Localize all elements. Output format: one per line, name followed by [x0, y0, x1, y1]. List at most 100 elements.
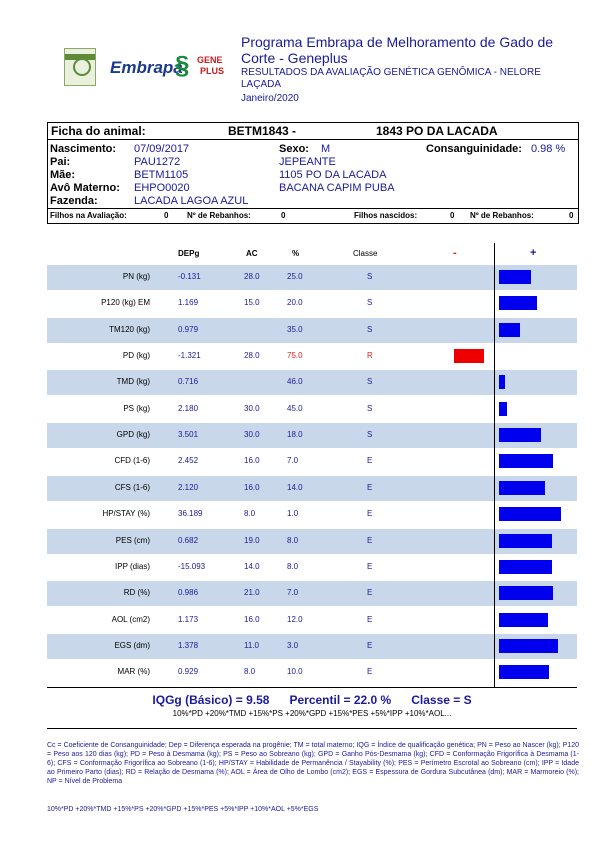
fazenda-label: Fazenda:: [50, 195, 98, 207]
table-row: RD (%) 0.986 21.0 7.0 E: [47, 581, 577, 607]
negative-dep-bar: [454, 349, 484, 364]
trait-name: RD (%): [123, 588, 150, 598]
filhos-avaliacao-value: 0: [164, 211, 169, 220]
positive-dep-bar: [499, 296, 537, 311]
classe-value: R: [367, 351, 373, 361]
header-minus: -: [453, 247, 457, 259]
dep-table: PN (kg) -0.131 28.0 25.0 S P120 (kg) EM 1.169 1…: [47, 243, 577, 687]
filhos-nascidos-value: 0: [450, 211, 455, 220]
classe-value: S: [367, 272, 373, 281]
classe-value: Classe = S: [411, 693, 472, 707]
consanguinidade-value: 0.98 %: [531, 143, 566, 155]
table-row: GPD (kg) 3.501 30.0 18.0 S: [47, 423, 577, 449]
report-title: Programa Embrapa de Melhoramento de Gado…: [241, 34, 554, 66]
table-row: CFS (1-6) 2.120 16.0 14.0 E: [47, 475, 577, 501]
ac-value: 16.0: [244, 614, 260, 624]
classe-value: E: [367, 482, 373, 492]
header-ac: AC: [246, 249, 258, 258]
dep-value: 0.979: [178, 324, 199, 334]
animal-name: 1843 PO DA LACADA: [376, 124, 498, 138]
positive-dep-bar: [499, 533, 552, 548]
classe-value: S: [367, 298, 373, 308]
summary-line: IQGg (Básico) = 9.58 Percentil = 22.0 % …: [47, 693, 577, 707]
table-row: AOL (cm2) 1.173 16.0 12.0 E: [47, 608, 577, 633]
classe-value: S: [367, 377, 373, 387]
positive-dep-bar: [499, 480, 545, 495]
table-row: PD (kg) -1.321 28.0 75.0 R: [47, 344, 577, 369]
dep-value: -15.093: [178, 561, 206, 571]
dep-value: 2.452: [178, 456, 199, 466]
animal-id: BETM1843 -: [228, 124, 297, 138]
pct-value: 12.0: [287, 614, 303, 624]
pct-value: 7.0: [287, 456, 299, 466]
positive-dep-bar: [499, 559, 552, 574]
ac-value: 11.0: [244, 640, 259, 650]
sexo-label: Sexo:: [279, 143, 309, 155]
classe-value: E: [367, 614, 373, 624]
trait-name: PN (kg): [122, 272, 150, 281]
ac-value: 14.0: [244, 561, 260, 571]
nascimento-value: 07/09/2017: [134, 143, 190, 155]
pct-value: 3.0: [287, 640, 299, 650]
dep-value: 0.929: [178, 667, 199, 677]
rebanhos-2-value: 0: [569, 211, 574, 220]
classe-value: E: [367, 456, 373, 466]
classe-value: S: [367, 324, 373, 334]
trait-name: P120 (kg) EM: [101, 298, 150, 308]
table-header: DEPg AC % Classe - +: [47, 246, 577, 264]
report-date: Janeiro/2020: [241, 93, 299, 104]
dep-value: 0.716: [178, 377, 199, 387]
positive-dep-bar: [499, 270, 531, 284]
classe-value: S: [367, 430, 373, 440]
pct-value: 14.0: [287, 482, 303, 492]
ficha-label: Ficha do animal:: [51, 124, 146, 138]
pai-id: PAU1272: [134, 156, 181, 168]
dep-value: 36.189: [178, 509, 203, 519]
header-dep: DEPg: [178, 249, 200, 258]
sexo-value: M: [321, 143, 331, 155]
mae-id: BETM1105: [134, 169, 189, 181]
table-row: HP/STAY (%) 36.189 8.0 1.0 E: [47, 502, 577, 527]
geneplus-logo-top: GENE: [197, 55, 223, 65]
dna-icon: §: [175, 50, 190, 80]
positive-dep-bar: [499, 454, 553, 469]
trait-name: GPD (kg): [116, 430, 150, 440]
pai-label: Pai:: [50, 156, 71, 168]
avo-materno-label: Avô Materno:: [50, 182, 120, 194]
table-row: IPP (dias) -15.093 14.0 8.0 E: [47, 555, 577, 580]
trait-name: PES (cm): [115, 535, 150, 545]
index-formula: 10%*PD +20%*TMD +15%*PS +20%*GPD +15%*PE…: [172, 709, 452, 718]
ac-value: 28.0: [244, 272, 260, 281]
pct-value: 75.0: [287, 351, 303, 361]
separator: [47, 728, 577, 729]
rebanhos-2-label: Nº de Rebanhos:: [470, 211, 534, 220]
ac-value: 8.0: [244, 509, 256, 519]
pct-value: 1.0: [287, 509, 299, 519]
table-row: PES (cm) 0.682 19.0 8.0 E: [47, 528, 577, 554]
classe-value: E: [367, 588, 373, 598]
trait-name: HP/STAY (%): [102, 509, 150, 519]
table-row: EGS (dm) 1.378 11.0 3.0 E: [47, 633, 577, 659]
dep-value: -1.321: [178, 351, 201, 361]
percentil-value: Percentil = 22.0 %: [289, 693, 392, 707]
classe-value: E: [367, 509, 373, 519]
ac-value: 30.0: [244, 430, 260, 440]
table-row: CFD (1-6) 2.452 16.0 7.0 E: [47, 449, 577, 474]
filhos-avaliacao-label: Filhos na Avaliação:: [50, 211, 127, 220]
nascimento-label: Nascimento:: [50, 143, 117, 155]
pct-value: 18.0: [287, 430, 303, 440]
pct-value: 25.0: [287, 272, 303, 281]
dep-value: 0.986: [178, 588, 199, 598]
positive-dep-bar: [499, 428, 541, 443]
pct-value: 46.0: [287, 377, 303, 387]
positive-dep-bar: [499, 665, 549, 680]
dep-value: 0.682: [178, 535, 199, 545]
table-row: TMD (kg) 0.716 46.0 S: [47, 370, 577, 396]
iqg-value: IQGg (Básico) = 9.58: [152, 693, 270, 707]
animal-info-box: Ficha do animal: BETM1843 - 1843 PO DA L…: [47, 122, 579, 224]
table-row: P120 (kg) EM 1.169 15.0 20.0 S: [47, 291, 577, 316]
dep-value: 3.501: [178, 430, 199, 440]
ac-value: 16.0: [244, 456, 260, 466]
positive-dep-bar: [499, 612, 548, 627]
header-classe: Classe: [353, 249, 378, 258]
